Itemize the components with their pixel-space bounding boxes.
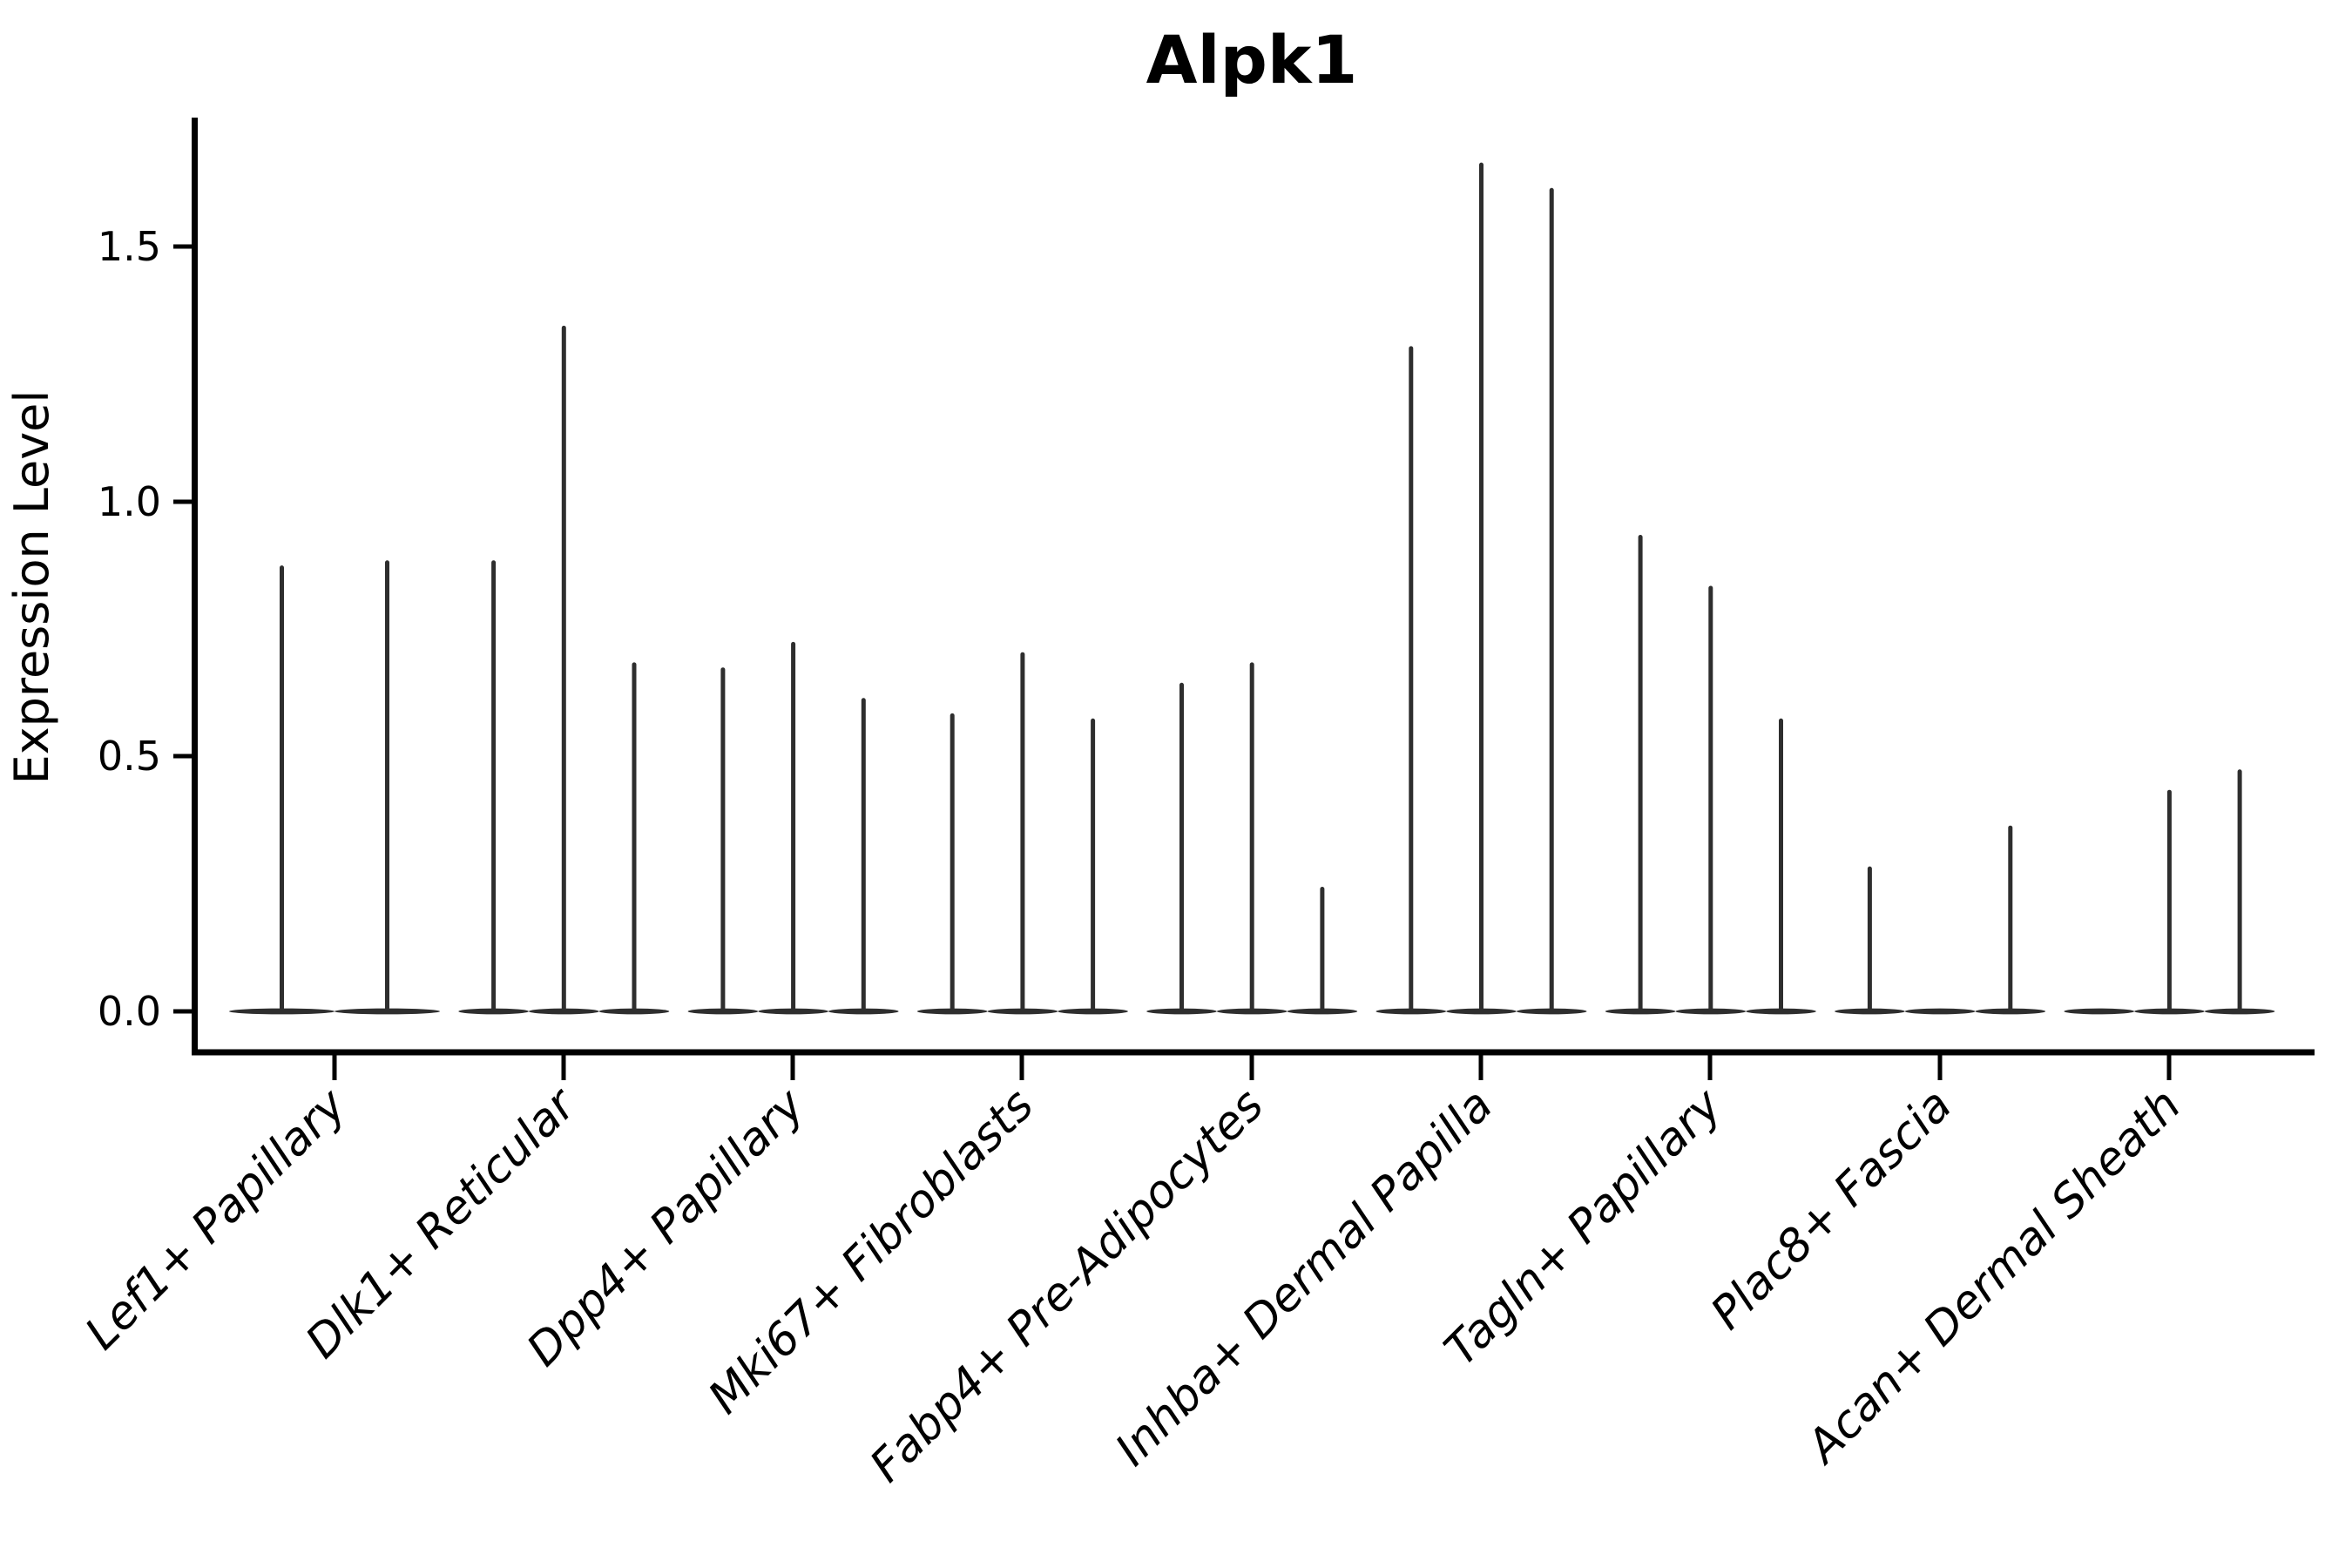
violin-base <box>2064 1008 2134 1015</box>
axis-spines <box>192 118 2315 1056</box>
ytick-label-0.0: 0.0 <box>98 988 161 1035</box>
xtick-label-fabp4-pre-adipocytes: Fabp4+ Pre-Adipocytes <box>861 1079 1274 1493</box>
violin-base <box>1904 1008 1976 1015</box>
chart-title: Alpk1 <box>1146 21 1358 98</box>
xtick-label-plac8-fascia: Plac8+ Fascia <box>1701 1079 1962 1340</box>
ytick-label-1.0: 1.0 <box>98 478 161 525</box>
y-tick-labels: 0.0 0.5 1.0 1.5 <box>98 223 161 1035</box>
violin-plot-area <box>229 162 2275 1015</box>
xtick-label-inhba-dermal-papilla: Inhba+ Dermal Papilla <box>1105 1079 1503 1477</box>
y-axis-label: Expression Level <box>4 390 59 785</box>
y-tick-marks <box>173 244 197 1014</box>
xtick-label-acan-dermal-sheath: Acan+ Dermal Sheath <box>1795 1079 2191 1475</box>
x-tick-labels: Lef1+ Papillary Dlk1+ Reticular Dpp4+ Pa… <box>76 1077 2191 1492</box>
ytick-label-0.5: 0.5 <box>98 733 161 780</box>
x-tick-marks <box>332 1055 2172 1080</box>
ytick-label-1.5: 1.5 <box>98 223 161 270</box>
